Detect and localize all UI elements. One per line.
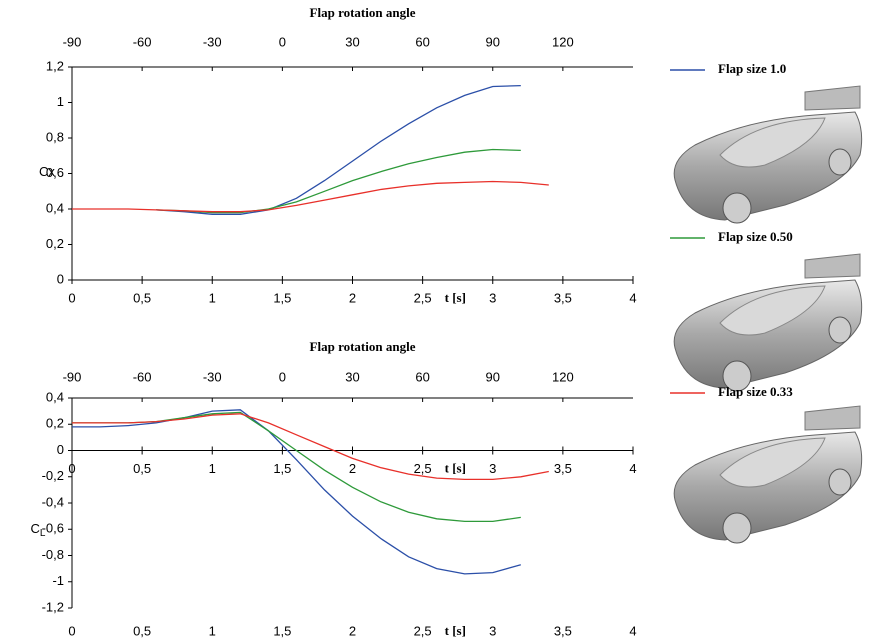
x2-tick-label: 120	[552, 369, 574, 384]
car-image	[674, 86, 862, 223]
x-axis-title: t [s]	[445, 290, 466, 305]
x2-tick-label: 0	[279, 369, 286, 384]
series-line	[156, 86, 521, 215]
x-tick-label: 3	[489, 623, 496, 638]
x2-tick-label: -90	[63, 34, 82, 49]
y-tick-label: -0,8	[42, 547, 64, 562]
x-tick-label: 4	[629, 623, 636, 638]
x-tick-label: 4	[629, 461, 636, 476]
x2-tick-label: 30	[345, 369, 359, 384]
x-tick-label: 0	[68, 461, 75, 476]
x-tick-label: 4	[629, 290, 636, 305]
x2-tick-label: 120	[552, 34, 574, 49]
x2-tick-label: 90	[486, 369, 500, 384]
y-tick-label: -0,2	[42, 468, 64, 483]
y-axis-title-main: Cx	[39, 164, 55, 179]
x-tick-label: 2	[349, 461, 356, 476]
y-tick-label: 0,8	[46, 129, 64, 144]
y-tick-label: -0,4	[42, 494, 64, 509]
y-tick-label: -1	[52, 573, 64, 588]
x2-axis-title: Flap rotation angle	[310, 5, 416, 20]
x-tick-label: 2,5	[414, 623, 432, 638]
x-tick-label: 0,5	[133, 290, 151, 305]
x2-tick-label: -90	[63, 369, 82, 384]
x-tick-label: 2,5	[414, 461, 432, 476]
x-tick-label: 3,5	[554, 623, 572, 638]
x-tick-label: 1,5	[273, 461, 291, 476]
x2-tick-label: 0	[279, 34, 286, 49]
x-tick-label: 3	[489, 461, 496, 476]
x2-tick-label: -60	[133, 369, 152, 384]
x-axis-title: t [s]	[445, 460, 466, 475]
x-axis-title: t [s]	[445, 623, 466, 638]
y-tick-label: 0,4	[46, 389, 64, 404]
x2-tick-label: 60	[415, 34, 429, 49]
x2-tick-label: -60	[133, 34, 152, 49]
x-tick-label: 1,5	[273, 290, 291, 305]
x-tick-label: 1	[209, 623, 216, 638]
y-axis-title: Cx	[39, 164, 55, 179]
x-tick-label: 3	[489, 290, 496, 305]
series-line	[156, 150, 521, 213]
y-tick-label: 1,2	[46, 58, 64, 73]
x-tick-label: 1,5	[273, 623, 291, 638]
y-tick-label: 0,2	[46, 416, 64, 431]
y-tick-label: 0,4	[46, 200, 64, 215]
x-tick-label: 0	[68, 290, 75, 305]
car-image	[674, 406, 862, 543]
y-tick-label: 1	[57, 94, 64, 109]
x-tick-label: 1	[209, 461, 216, 476]
car-image	[674, 254, 862, 391]
chart: Flap rotation angle00,20,40,60,811,2-90-…	[0, 0, 869, 642]
x-tick-label: 2	[349, 290, 356, 305]
x-tick-label: 0,5	[133, 461, 151, 476]
x-tick-label: 0	[68, 623, 75, 638]
y-tick-label: 0,2	[46, 236, 64, 251]
x2-tick-label: 60	[415, 369, 429, 384]
page: {"chart_data": [ {"type": "line", "x2lab…	[0, 0, 869, 642]
x2-axis-title: Flap rotation angle	[310, 339, 416, 354]
y-axis-title-main: C	[31, 521, 40, 536]
y-tick-label: 0	[57, 271, 64, 286]
x-tick-label: 1	[209, 290, 216, 305]
x2-tick-label: -30	[203, 369, 222, 384]
y-tick-label: -1,2	[42, 599, 64, 614]
x-tick-label: 3,5	[554, 290, 572, 305]
legend-label: Flap size 1.0	[718, 61, 786, 76]
x-tick-label: 2,5	[414, 290, 432, 305]
legend-label: Flap size 0.33	[718, 384, 793, 399]
x2-tick-label: -30	[203, 34, 222, 49]
y-tick-label: 0	[57, 442, 64, 457]
y-axis-title-sub: L	[40, 528, 46, 539]
x-tick-label: 2	[349, 623, 356, 638]
x-tick-label: 3,5	[554, 461, 572, 476]
x2-tick-label: 30	[345, 34, 359, 49]
x2-tick-label: 90	[486, 34, 500, 49]
legend-label: Flap size 0.50	[718, 229, 793, 244]
x-tick-label: 0,5	[133, 623, 151, 638]
